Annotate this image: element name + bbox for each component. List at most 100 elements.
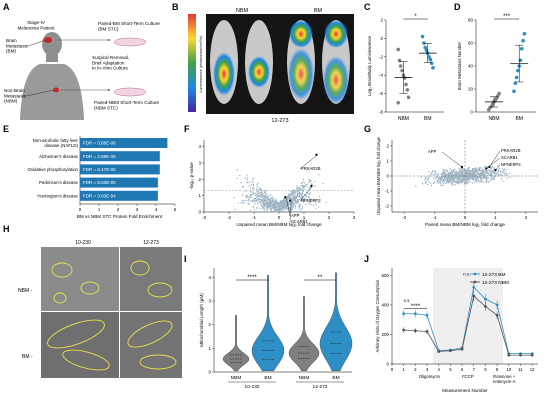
x-tick-label: 1 — [402, 367, 405, 372]
group-label: 10-230 — [245, 384, 260, 390]
panel-c: C -8 -6 -4 -2 0 2 NBM BM * Log₂ Brain/Body Lumine… — [364, 2, 444, 122]
enrichment-bar — [80, 164, 160, 175]
nbm-data-point — [406, 95, 411, 100]
fdr-label: FDR = 3.88E-06 — [83, 141, 116, 146]
bm-data-point — [495, 303, 499, 307]
fdr-label: FDR = 3.03E-04 — [83, 193, 116, 198]
highlighted-gene-point — [289, 199, 292, 202]
bm-data-point — [518, 58, 523, 63]
rotenone-label: Rotenone + Antimycin-A — [493, 374, 516, 384]
nbm-data-point — [405, 88, 410, 92]
nbm-data-point — [472, 294, 476, 298]
x-tick-label: -2 — [227, 215, 231, 220]
x-tick-label: 11 — [518, 367, 523, 372]
x-tick-label: -1 — [433, 215, 437, 220]
x-tick-label: 0 — [464, 215, 467, 220]
legend-nbm: 12-273 NBM — [482, 280, 509, 286]
pathway-label: Parkinson's disease — [39, 180, 78, 185]
x-tick-label: 2 — [328, 215, 331, 220]
y-tick-label: 0 — [470, 110, 473, 115]
x-axis-label: BM vs NBM STC Protein Fold Enrichment — [77, 214, 163, 219]
x-tick-label: 4 — [438, 367, 441, 372]
panel-h-letter: H — [3, 224, 10, 234]
x-tick-label: BM — [264, 375, 271, 381]
y-tick-label: 0 — [208, 370, 211, 375]
y-tick-label: -8 — [379, 110, 383, 115]
bm-data-point — [428, 57, 433, 62]
panel-b: B Luminescence (photons/sec/cm²/sr) NBM … — [172, 2, 354, 124]
x-tick-label: 3 — [426, 367, 429, 372]
x-tick-label: BM — [332, 375, 339, 381]
nbm-data-point — [449, 349, 452, 353]
y-tick-label: 1 — [208, 346, 211, 351]
fdr-label: FDR = 6.17E-05 — [83, 167, 116, 172]
x-tick-label: 0 — [278, 215, 281, 220]
bm-data-point — [520, 46, 524, 51]
enrichment-bar — [80, 190, 158, 201]
bm-data-point — [427, 55, 431, 59]
enrichment-bar — [80, 151, 160, 162]
y-tick-label: 2 — [386, 144, 389, 149]
nbm-violin — [288, 296, 320, 372]
gene-label: PRKAR2B — [501, 148, 521, 153]
nbm-data-point — [484, 305, 487, 308]
nbm-data-point — [413, 329, 417, 333]
x-tick-label: BM — [515, 116, 523, 122]
em-row-label-nbm: NBM - — [18, 288, 33, 294]
bm-violin — [251, 274, 285, 372]
nbm-group-label: NBM — [236, 8, 249, 14]
nbm-dish-icon — [113, 87, 147, 97]
panel-e: E FDR = 3.88E-06 Non-alcoholic fatty live… — [3, 124, 177, 219]
bm-group-label: BM — [314, 8, 323, 14]
x-tick-label: 3 — [136, 207, 139, 212]
gene-label: APP — [428, 149, 437, 154]
highlighted-gene-point — [284, 196, 287, 199]
panel-f: F -3 -2 -1 0 1 2 3 0 1 2 3 4 PRKAR2B NPNEPP3 APPSCARB1… — [184, 124, 356, 227]
bm-data-point — [425, 313, 429, 317]
y-tick-label: 0 — [386, 362, 389, 367]
y-axis-label: Brain Metastasis Number — [457, 41, 462, 90]
x-tick-label: 5 — [449, 367, 452, 372]
em-image-nbm-12-273 — [120, 247, 182, 311]
nbm-data-point — [519, 353, 522, 357]
x-tick-label: BM — [424, 116, 432, 122]
nbm-violin — [222, 315, 250, 372]
y-axis-label: Mitochondrial Length (µM) — [199, 293, 204, 347]
mouse-nbm-1 — [210, 20, 238, 104]
panel-a: A Stage-IV Melanoma Patient Brain Metastas… — [3, 2, 160, 120]
x-tick-label: 2 — [525, 215, 528, 220]
nbm-data-point — [507, 353, 511, 357]
pathway-label: Alzheimer's disease — [39, 154, 78, 159]
patient-silhouette — [20, 32, 84, 120]
body-metastasis-dot — [53, 87, 59, 93]
x-tick-label: 12 — [530, 367, 535, 372]
brain-metastasis-dot — [44, 37, 52, 43]
y-axis-label: -log₁₀ p-value — [189, 162, 194, 190]
fdr-label: FDR = 2.88E-06 — [83, 154, 116, 159]
surgery-label: Surgical Removal, Brief Adaptation to In-V… — [92, 55, 129, 71]
significance-label: *** — [503, 14, 511, 20]
mouse-nbm-2 — [245, 20, 273, 104]
bm-data-point — [521, 38, 525, 43]
nbm-data-point — [497, 91, 502, 96]
bm-series-line — [403, 286, 533, 355]
x-tick-label: 7 — [473, 367, 476, 372]
x-tick-label: NBM — [299, 375, 310, 381]
y-tick-label: 4 — [198, 144, 201, 149]
gene-label: SCARB1 — [291, 219, 308, 224]
x-tick-label: 1 — [494, 215, 497, 220]
luminescence-scale-bar — [188, 14, 196, 112]
x-tick-label: 6 — [461, 367, 464, 372]
em-row-label-bm: BM - — [22, 354, 33, 360]
x-tick-label: NBM — [488, 116, 499, 122]
y-axis-label: Unpaired mean BM/NBM log₂ fold change — [376, 136, 381, 214]
mitochondria-outlines — [47, 260, 177, 371]
x-tick-label: 3 — [353, 215, 356, 220]
em-column-label-1: 10-230 — [75, 240, 91, 246]
bm-data-point — [424, 48, 429, 53]
y-tick-label: 0 — [380, 36, 383, 41]
bm-data-point — [431, 66, 435, 70]
bm-data-point — [513, 81, 518, 86]
panel-g-letter: G — [364, 124, 371, 134]
y-tick-label: 3 — [198, 160, 201, 165]
